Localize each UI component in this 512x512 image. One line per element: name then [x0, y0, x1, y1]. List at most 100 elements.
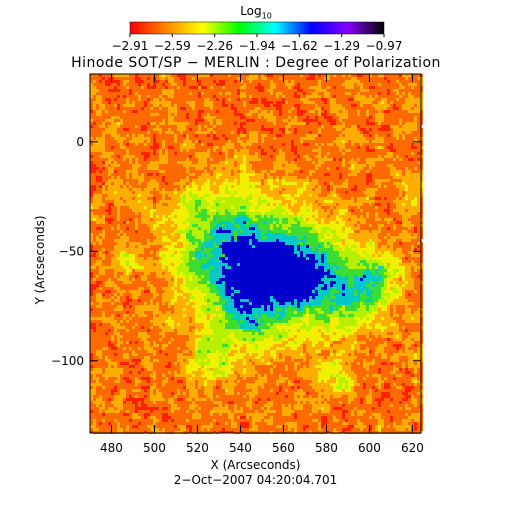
heatmap-cell [207, 116, 210, 119]
heatmap-cell [264, 92, 267, 95]
heatmap-cell [363, 92, 366, 95]
heatmap-cell [177, 167, 180, 170]
heatmap-cell [285, 176, 288, 179]
heatmap-cell [375, 212, 378, 215]
heatmap-cell [96, 215, 99, 218]
heatmap-cell [102, 95, 105, 98]
heatmap-cell [195, 89, 198, 92]
heatmap-cell [360, 113, 363, 116]
heatmap-cell [387, 173, 390, 176]
heatmap-cell [273, 167, 276, 170]
heatmap-cell [285, 92, 288, 95]
heatmap-cell [198, 194, 201, 197]
heatmap-cell [354, 206, 357, 209]
heatmap-cell [411, 95, 414, 98]
heatmap-cell [96, 104, 99, 107]
heatmap-cell [126, 173, 129, 176]
heatmap-cell [105, 182, 108, 185]
heatmap-cell [363, 161, 366, 164]
heatmap-cell [270, 188, 273, 191]
heatmap-cell [345, 164, 348, 167]
heatmap-cell [186, 191, 189, 194]
heatmap-cell [243, 77, 246, 80]
heatmap-cell [342, 197, 345, 200]
heatmap-cell [105, 89, 108, 92]
heatmap-cell [231, 215, 234, 218]
heatmap-cell [135, 176, 138, 179]
heatmap-cell [252, 191, 255, 194]
heatmap-cell [129, 209, 132, 212]
heatmap-cell [144, 116, 147, 119]
heatmap-cell [117, 101, 120, 104]
heatmap-cell [348, 200, 351, 203]
heatmap-cell [231, 206, 234, 209]
heatmap-cell [321, 155, 324, 158]
heatmap-cell [369, 161, 372, 164]
heatmap-cell [315, 155, 318, 158]
heatmap-cell [207, 131, 210, 134]
heatmap-cell [339, 149, 342, 152]
heatmap-cell [381, 104, 384, 107]
heatmap-cell [228, 137, 231, 140]
heatmap-cell [138, 152, 141, 155]
heatmap-cell [228, 179, 231, 182]
heatmap-cell [381, 134, 384, 137]
heatmap-cell [147, 188, 150, 191]
heatmap-cell [249, 176, 252, 179]
heatmap-cell [276, 131, 279, 134]
heatmap-cell [264, 83, 267, 86]
heatmap-cell [312, 185, 315, 188]
heatmap-cell [405, 182, 408, 185]
heatmap-cell [267, 146, 270, 149]
heatmap-cell [186, 98, 189, 101]
heatmap-cell [396, 206, 399, 209]
heatmap-cell [273, 140, 276, 143]
heatmap-cell [231, 101, 234, 104]
heatmap-cell [204, 98, 207, 101]
heatmap-cell [273, 110, 276, 113]
heatmap-cell [207, 92, 210, 95]
heatmap-cell [150, 203, 153, 206]
heatmap-cell [222, 125, 225, 128]
heatmap-cell [405, 137, 408, 140]
heatmap-cell [384, 206, 387, 209]
heatmap-cell [366, 194, 369, 197]
heatmap-cell [222, 119, 225, 122]
heatmap-cell [360, 80, 363, 83]
heatmap-cell [381, 173, 384, 176]
heatmap-cell [198, 212, 201, 215]
heatmap-cell [348, 212, 351, 215]
heatmap-cell [393, 152, 396, 155]
heatmap-cell [225, 206, 228, 209]
heatmap-cell [186, 146, 189, 149]
heatmap-cell [303, 206, 306, 209]
heatmap-cell [411, 140, 414, 143]
heatmap-cell [411, 194, 414, 197]
heatmap-cell [210, 200, 213, 203]
heatmap-cell [180, 134, 183, 137]
heatmap-cell [390, 212, 393, 215]
heatmap-cell [390, 167, 393, 170]
heatmap-cell [105, 122, 108, 125]
heatmap-cell [216, 185, 219, 188]
heatmap-cell [156, 86, 159, 89]
heatmap-cell [174, 92, 177, 95]
heatmap-cell [102, 74, 105, 77]
heatmap-cell [342, 131, 345, 134]
heatmap-cell [351, 206, 354, 209]
heatmap-cell [327, 113, 330, 116]
heatmap-cell [273, 179, 276, 182]
heatmap-cell [285, 215, 288, 218]
heatmap-cell [102, 173, 105, 176]
heatmap-cell [288, 83, 291, 86]
heatmap-cell [120, 119, 123, 122]
heatmap-cell [282, 104, 285, 107]
heatmap-cell [276, 176, 279, 179]
heatmap-cell [360, 173, 363, 176]
heatmap-cell [294, 140, 297, 143]
heatmap-cell [345, 119, 348, 122]
heatmap-cell [204, 194, 207, 197]
heatmap-cell [414, 200, 417, 203]
heatmap-cell [300, 86, 303, 89]
heatmap-cell [231, 182, 234, 185]
